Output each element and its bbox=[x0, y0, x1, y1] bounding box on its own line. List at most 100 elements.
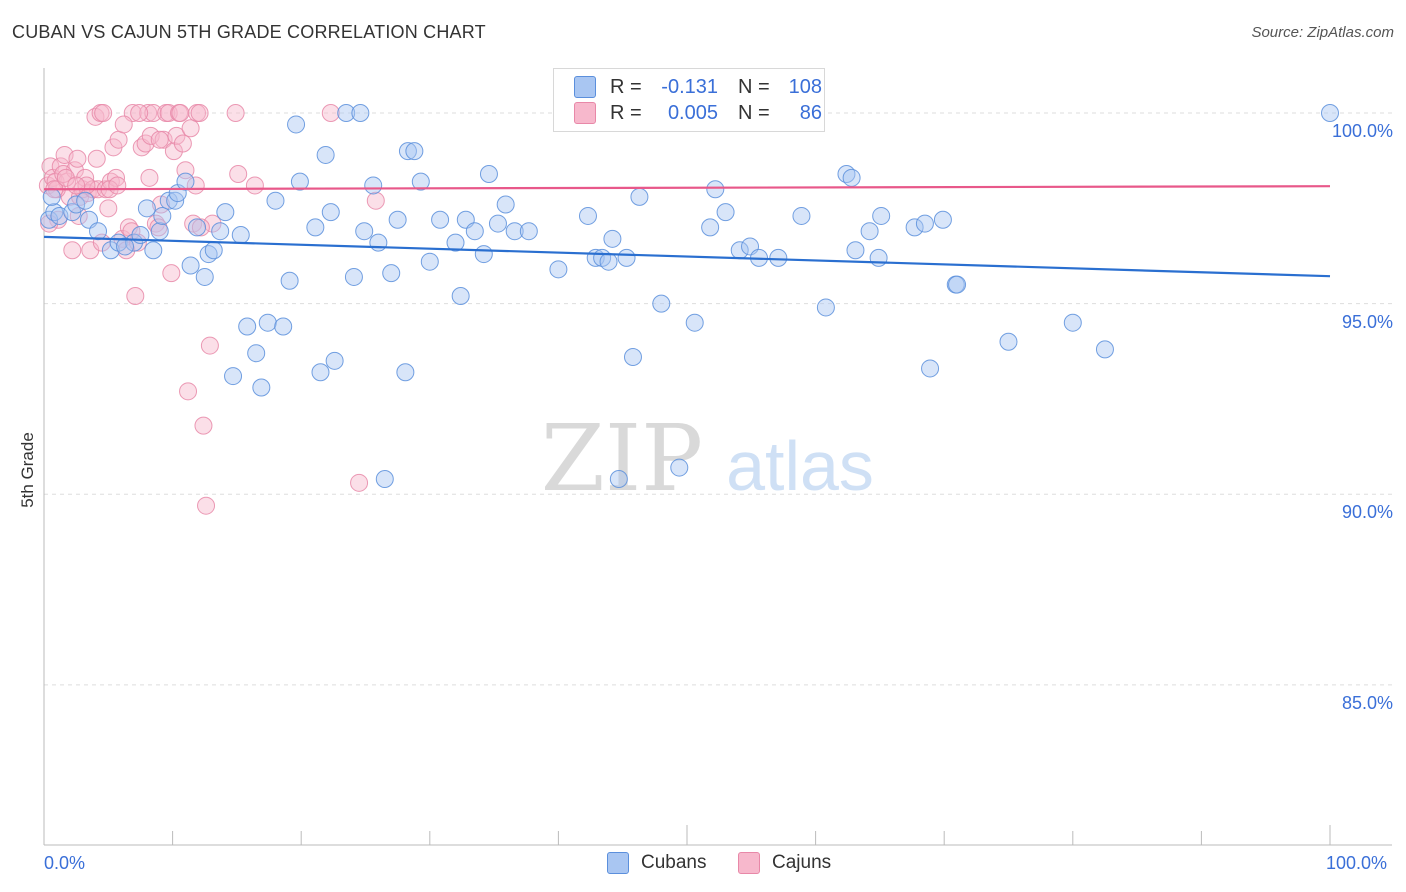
cubans-point bbox=[116, 237, 135, 256]
axes bbox=[43, 68, 1392, 846]
cubans-point bbox=[549, 260, 568, 279]
cajuns-point bbox=[229, 165, 248, 183]
cajuns-point bbox=[203, 214, 222, 233]
cubans-point bbox=[505, 222, 524, 241]
cajuns-point bbox=[245, 176, 264, 195]
cubans-point bbox=[224, 367, 243, 386]
cajuns-point bbox=[179, 382, 198, 401]
cubans-point bbox=[496, 195, 515, 214]
cubans-point bbox=[252, 378, 271, 397]
cubans-point bbox=[617, 248, 636, 267]
cubans-point bbox=[701, 218, 720, 237]
cubans-point bbox=[369, 233, 388, 252]
cubans-point bbox=[231, 226, 250, 244]
cubans-point bbox=[325, 351, 344, 370]
cubans-point bbox=[915, 214, 934, 233]
cubans-point bbox=[290, 172, 309, 191]
legend-item-cajuns: Cajuns bbox=[738, 852, 831, 874]
cajuns-point bbox=[226, 104, 245, 122]
cubans-point bbox=[204, 241, 223, 260]
cubans-point bbox=[446, 233, 465, 252]
cubans-point bbox=[398, 142, 417, 161]
cubans-point bbox=[316, 145, 335, 164]
cubans-point bbox=[280, 271, 299, 290]
cubans-legend-swatch bbox=[607, 852, 629, 874]
cajuns-point bbox=[173, 134, 192, 153]
cubans-point bbox=[266, 191, 285, 210]
cubans-point bbox=[258, 313, 277, 332]
legend-item-cubans: Cubans bbox=[607, 852, 707, 874]
cubans-trendline bbox=[43, 235, 1331, 278]
cubans-point bbox=[1063, 313, 1082, 332]
cubans-point bbox=[1095, 340, 1114, 359]
watermark: ZIP atlas bbox=[541, 405, 874, 512]
cubans-point bbox=[670, 458, 689, 477]
cubans-point bbox=[816, 298, 835, 317]
cubans-point bbox=[144, 241, 163, 260]
cajuns-point bbox=[321, 104, 340, 122]
legend-n-value: 108 bbox=[788, 75, 822, 98]
legend-r-label: R = bbox=[610, 101, 642, 124]
cajuns-point bbox=[181, 119, 200, 138]
cajuns-point bbox=[171, 104, 190, 122]
cubans-point bbox=[150, 222, 169, 241]
cubans-point bbox=[869, 248, 888, 267]
cajuns-point bbox=[164, 142, 183, 161]
cajuns-point bbox=[190, 104, 209, 122]
cajuns-point bbox=[99, 199, 118, 218]
cubans-point bbox=[769, 248, 788, 267]
y-tick-label: 85.0% bbox=[1341, 692, 1393, 713]
cubans-point bbox=[188, 218, 207, 237]
legend-label-cajuns: Cajuns bbox=[772, 852, 832, 873]
cubans-point bbox=[860, 222, 879, 241]
cubans-point bbox=[211, 222, 230, 241]
cubans-point bbox=[599, 252, 618, 271]
cubans-point bbox=[420, 252, 439, 271]
cajuns-point bbox=[197, 496, 216, 515]
cubans-point bbox=[872, 206, 891, 225]
cubans-point bbox=[176, 172, 195, 191]
cubans-point bbox=[321, 203, 340, 222]
cubans-point bbox=[1321, 104, 1339, 122]
cubans-point bbox=[451, 287, 470, 305]
cajuns-point bbox=[56, 168, 75, 187]
cubans-point bbox=[274, 317, 293, 336]
cubans-swatch bbox=[574, 76, 596, 98]
cubans-point bbox=[76, 191, 95, 210]
cubans-point bbox=[396, 363, 415, 382]
legend-row-cajuns: R = 0.005 N = 86 bbox=[574, 100, 822, 126]
watermark-atlas: atlas bbox=[726, 427, 874, 505]
cubans-point bbox=[519, 222, 538, 241]
cubans-point bbox=[652, 294, 671, 313]
y-tick-label: 90.0% bbox=[1341, 502, 1393, 523]
legend-r-value: -0.131 bbox=[661, 75, 718, 98]
legend-n-value: 86 bbox=[799, 101, 822, 124]
cubans-point bbox=[181, 256, 200, 275]
cajuns-point bbox=[126, 287, 145, 305]
cajuns-point bbox=[194, 416, 213, 435]
cubans-point bbox=[846, 241, 865, 260]
cajuns-point bbox=[191, 218, 210, 237]
cajuns-point bbox=[94, 104, 113, 122]
cubans-point bbox=[89, 222, 108, 241]
cubans-point bbox=[67, 195, 86, 214]
cajuns-point bbox=[366, 191, 385, 210]
cubans-point bbox=[388, 210, 407, 229]
cubans-point bbox=[306, 218, 325, 237]
cubans-point bbox=[431, 210, 450, 229]
cajuns-point bbox=[68, 149, 87, 168]
cajuns-point bbox=[350, 473, 369, 492]
cajuns-point bbox=[63, 241, 82, 260]
cajuns-point bbox=[67, 176, 86, 195]
source-credit: Source: ZipAtlas.com bbox=[1251, 24, 1394, 41]
cajuns-point bbox=[144, 104, 163, 122]
legend-row-cubans: R = -0.131 N = 108 bbox=[574, 74, 822, 100]
x-tick-label-max: 100.0% bbox=[1326, 853, 1388, 873]
cubans-point bbox=[287, 115, 306, 134]
cubans-point bbox=[382, 264, 401, 283]
cubans-point bbox=[153, 206, 172, 225]
gridlines bbox=[44, 112, 1392, 686]
cubans-point bbox=[364, 176, 383, 195]
cubans-point bbox=[603, 229, 622, 248]
cubans-point bbox=[465, 222, 484, 241]
